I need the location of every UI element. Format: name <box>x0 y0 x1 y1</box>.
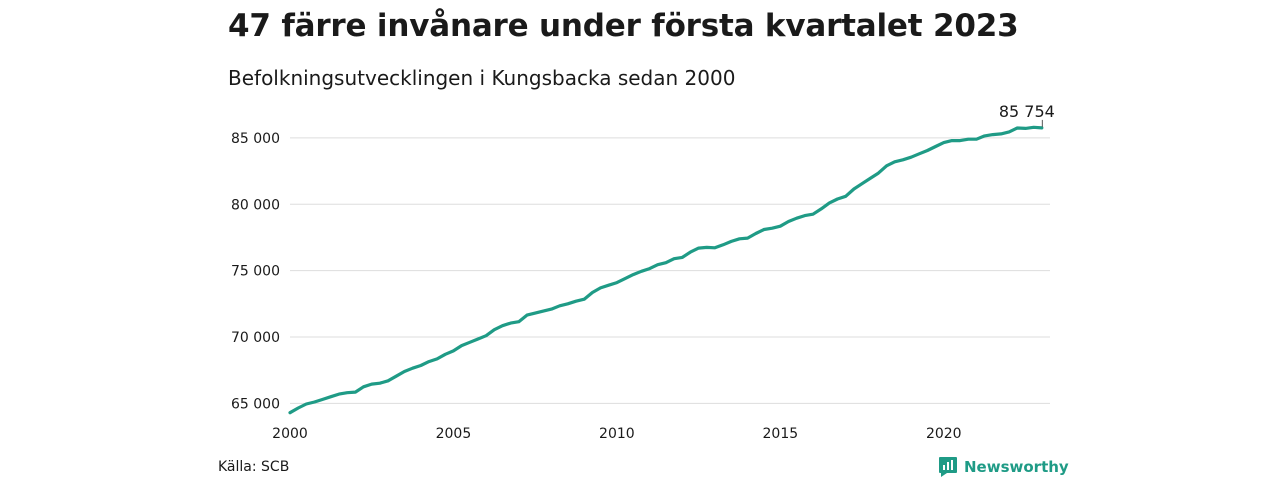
y-axis-tick-labels: 65 000 70 000 75 000 80 000 85 000 <box>231 131 280 412</box>
y-tick-label: 80 000 <box>231 197 280 213</box>
x-tick-label: 2010 <box>599 426 635 442</box>
y-tick-label: 75 000 <box>231 264 280 280</box>
y-tick-label: 65 000 <box>231 396 280 412</box>
source-note: Källa: SCB <box>218 459 290 475</box>
newsworthy-logo-icon <box>939 457 957 477</box>
brand-logo: Newsworthy <box>938 456 1069 478</box>
end-value-label: 85 754 <box>999 102 1055 121</box>
brand-name: Newsworthy <box>964 458 1069 476</box>
gridlines <box>290 137 1050 404</box>
y-tick-label: 85 000 <box>231 131 280 147</box>
x-tick-label: 2020 <box>926 426 962 442</box>
x-axis-tick-labels: 2000 2005 2010 2015 2020 <box>272 426 961 442</box>
chart-title: 47 färre invånare under första kvartalet… <box>228 8 1019 44</box>
y-tick-label: 70 000 <box>231 330 280 346</box>
population-line <box>288 125 1044 415</box>
x-tick-label: 2005 <box>436 426 472 442</box>
x-tick-label: 2000 <box>272 426 308 442</box>
chart-subtitle: Befolkningsutvecklingen i Kungsbacka sed… <box>228 66 736 90</box>
x-tick-label: 2015 <box>763 426 799 442</box>
